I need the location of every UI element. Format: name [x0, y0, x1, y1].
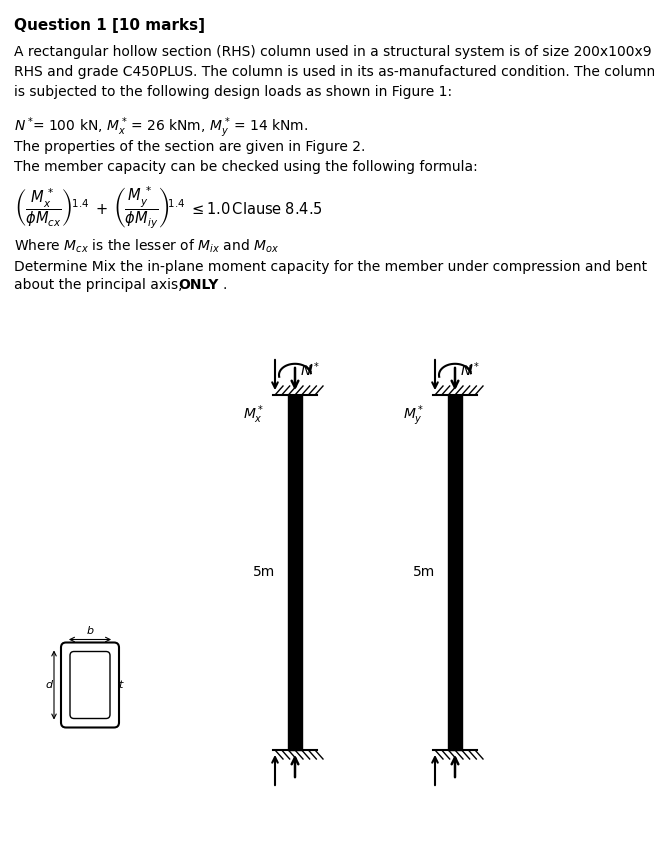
Text: Where $M_{cx}$ is the lesser of $M_{ix}$ and $M_{ox}$: Where $M_{cx}$ is the lesser of $M_{ix}$… [14, 238, 279, 256]
Text: .: . [222, 278, 226, 292]
Text: $N^*\!$= 100 kN, $M_x^*\!$ = 26 kNm, $M_y^*\!$ = 14 kNm.: $N^*\!$= 100 kN, $M_x^*\!$ = 26 kNm, $M_… [14, 115, 308, 140]
Text: Determine Mix the in-plane moment capacity for the member under compression and : Determine Mix the in-plane moment capaci… [14, 260, 647, 274]
Text: $M_y^*$: $M_y^*$ [403, 403, 424, 428]
Text: The member capacity can be checked using the following formula:: The member capacity can be checked using… [14, 160, 478, 174]
Bar [288, 395, 302, 750]
Bar [448, 395, 462, 750]
Text: t: t [118, 680, 122, 690]
Text: d: d [45, 680, 52, 690]
FancyBboxPatch shape [70, 652, 110, 718]
FancyBboxPatch shape [61, 642, 119, 728]
Text: $\left(\dfrac{M_x^{\,*}}{\phi M_{cx}}\right)^{\!1.4}$$\;+\;\left(\dfrac{M_y^{\,*: $\left(\dfrac{M_x^{\,*}}{\phi M_{cx}}\ri… [14, 185, 323, 232]
Text: 5m: 5m [413, 566, 436, 579]
Text: about the principal axis,: about the principal axis, [14, 278, 187, 292]
Text: Question 1 [10 marks]: Question 1 [10 marks] [14, 18, 205, 33]
Text: $M_x^*$: $M_x^*$ [243, 403, 264, 426]
Text: ONLY: ONLY [178, 278, 218, 292]
Text: r: r [69, 704, 73, 713]
Text: $N^*$: $N^*$ [300, 360, 320, 378]
Text: $N^*$: $N^*$ [460, 360, 479, 378]
Text: 5m: 5m [253, 566, 275, 579]
Text: A rectangular hollow section (RHS) column used in a structural system is of size: A rectangular hollow section (RHS) colum… [14, 45, 654, 99]
Text: b: b [86, 625, 94, 636]
Text: The properties of the section are given in Figure 2.: The properties of the section are given … [14, 140, 366, 154]
